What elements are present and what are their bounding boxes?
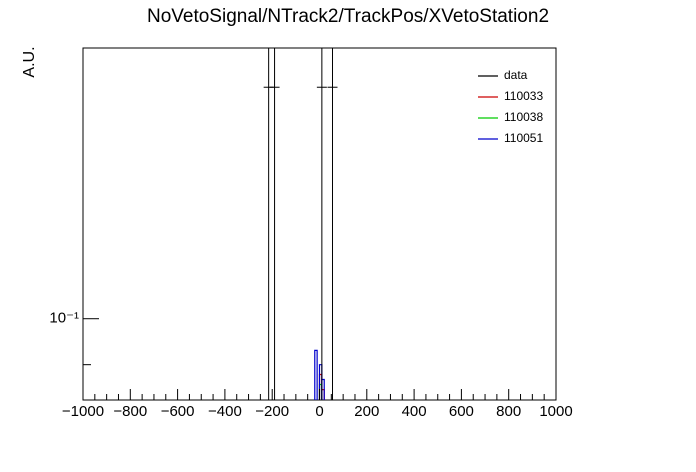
chart-title: NoVetoSignal/NTrack2/TrackPos/XVetoStati… [147,6,549,27]
legend-label: data [504,68,528,82]
x-tick-label: 400 [402,403,427,420]
x-tick-label: −1000 [62,403,104,420]
x-tick-label: −800 [113,403,147,420]
x-tick-label: 0 [315,403,323,420]
legend-label: 110038 [504,110,543,124]
x-tick-label: 800 [496,403,521,420]
x-tick-label: −200 [255,403,289,420]
legend: data 110033 110038 110051 [478,68,543,145]
x-tick-label: −600 [161,403,195,420]
x-tick-label: 200 [354,403,379,420]
y-tick-label: 10⁻¹ [49,310,79,327]
histogram-bin [314,349,318,400]
x-tick-label: 600 [449,403,474,420]
x-tick-label: 1000 [539,403,572,420]
legend-label: 110051 [504,131,543,145]
legend-label: 110033 [504,89,543,103]
x-tick-label: −400 [208,403,242,420]
y-axis-label: A.U. [21,46,38,77]
plot-area [263,48,338,400]
